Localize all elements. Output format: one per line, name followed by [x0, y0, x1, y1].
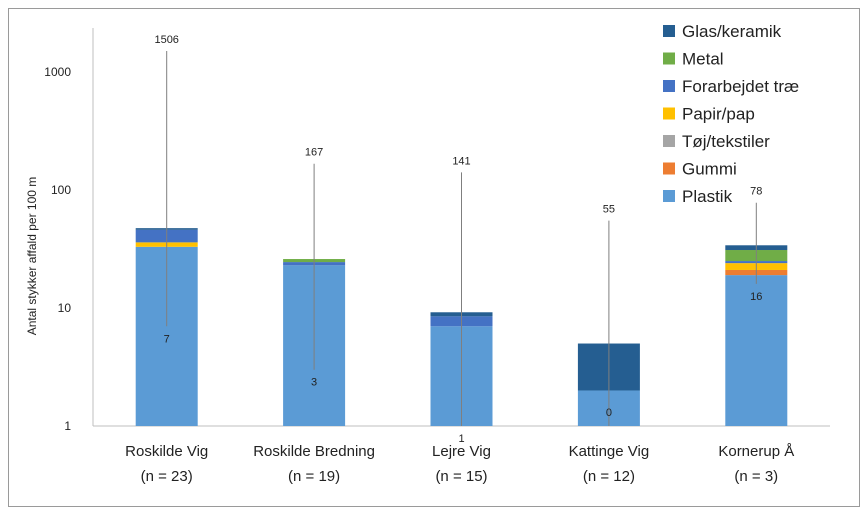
max-value-label: 78: [750, 186, 762, 198]
y-tick-label: 1: [64, 419, 71, 433]
legend-swatch: [663, 25, 675, 37]
x-category-n-label: (n = 3): [734, 468, 778, 485]
min-value-label: 1: [458, 433, 464, 445]
legend-swatch: [663, 107, 675, 120]
x-category-n-label: (n = 15): [435, 468, 487, 485]
legend-label: Metal: [682, 50, 724, 69]
legend-label: Tøj/tekstiler: [682, 132, 770, 151]
legend-label: Plastik: [682, 187, 733, 206]
y-tick-label: 1000: [44, 65, 71, 79]
legend-swatch: [663, 80, 675, 92]
legend-label: Gummi: [682, 160, 737, 179]
max-value-label: 55: [603, 204, 615, 216]
y-axis-label: Antal stykker affald per 100 m: [25, 177, 39, 336]
x-category-n-label: (n = 23): [141, 468, 193, 485]
min-value-label: 16: [750, 291, 762, 303]
x-category-label: Kornerup Å: [718, 443, 794, 460]
y-tick-label: 100: [51, 183, 71, 197]
x-category-label: Kattinge Vig: [569, 443, 650, 460]
legend-label: Papir/pap: [682, 105, 755, 124]
max-value-label: 167: [305, 147, 323, 159]
legend-swatch: [663, 190, 675, 202]
bar-segment: [725, 275, 788, 426]
x-category-label: Roskilde Vig: [125, 443, 208, 460]
min-value-label: 3: [311, 377, 317, 389]
legend-label: Forarbejdet træ: [682, 77, 799, 96]
min-value-label: 0: [606, 407, 612, 419]
x-category-n-label: (n = 12): [583, 468, 635, 485]
y-tick-label: 10: [58, 301, 72, 315]
x-category-label: Roskilde Bredning: [253, 443, 375, 460]
legend-swatch: [663, 52, 675, 65]
chart-frame: [8, 8, 860, 507]
legend-swatch: [663, 162, 675, 175]
x-category-label: Lejre Vig: [432, 443, 491, 460]
legend-label: Glas/keramik: [682, 22, 782, 41]
legend-swatch: [663, 135, 675, 147]
max-value-label: 141: [452, 155, 470, 167]
x-category-n-label: (n = 19): [288, 468, 340, 485]
max-value-label: 1506: [154, 34, 178, 46]
min-value-label: 7: [164, 333, 170, 345]
